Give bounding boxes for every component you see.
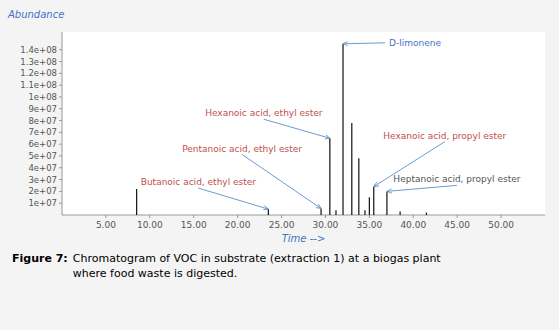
- peak: [386, 191, 387, 215]
- y-tick: [59, 73, 62, 74]
- y-tick-label: 1.4e+08: [20, 45, 57, 55]
- x-tick-label: 5.00: [96, 220, 116, 230]
- caption-text: where food waste is digested.: [73, 267, 238, 280]
- annotation: Pentanoic acid, ethyl ester: [182, 144, 302, 154]
- y-tick: [59, 155, 62, 156]
- x-tick: [413, 215, 414, 218]
- annotation-arrow: [387, 185, 457, 191]
- y-tick-label: 8e+07: [28, 116, 57, 126]
- caption-label: Figure 7:: [12, 252, 68, 265]
- y-tick-label: 1.3e+08: [20, 57, 57, 67]
- y-tick: [59, 132, 62, 133]
- x-tick-label: 15.00: [181, 220, 207, 230]
- x-tick: [193, 215, 194, 218]
- y-axis-label: Abundance: [7, 9, 64, 20]
- peak: [364, 210, 365, 215]
- annotation: Butanoic acid, ethyl ester: [141, 177, 257, 187]
- chart: 5.00 10.00 15.00 20.00 25.00 30.00 35.00 40.00 4…: [0, 0, 559, 330]
- x-axis-label: Time -->: [282, 233, 326, 244]
- y-tick-label: 4e+07: [28, 163, 57, 173]
- x-tick: [237, 215, 238, 218]
- peak: [136, 189, 137, 215]
- y-tick: [59, 108, 62, 109]
- annotation-arrow: [343, 43, 385, 44]
- y-tick: [59, 120, 62, 121]
- y-tick-label: 2e+07: [28, 186, 57, 196]
- peak: [400, 211, 401, 215]
- peak: [426, 213, 427, 215]
- y-tick: [59, 191, 62, 192]
- annotation: Hexanoic acid, propyl ester: [383, 131, 506, 141]
- y-tick: [59, 203, 62, 204]
- y-tick-label: 6e+07: [28, 139, 57, 149]
- x-tick: [281, 215, 282, 218]
- y-tick-label: 7e+07: [28, 127, 57, 137]
- x-tick-label: 30.00: [313, 220, 339, 230]
- y-tick-label: 1.2e+08: [20, 68, 57, 78]
- peak: [342, 44, 343, 215]
- peak: [358, 158, 359, 215]
- y-tick-label: 9e+07: [28, 104, 57, 114]
- y-tick: [59, 49, 62, 50]
- x-tick: [105, 215, 106, 218]
- caption-text: Chromatogram of VOC in substrate (extrac…: [73, 252, 442, 265]
- peak: [335, 210, 336, 215]
- annotation-arrow: [264, 119, 330, 138]
- x-tick-label: 25.00: [269, 220, 295, 230]
- y-tick-label: 1.1e+08: [20, 80, 57, 90]
- peak: [373, 187, 374, 215]
- annotation: Heptanoic acid, propyl ester: [393, 174, 520, 184]
- x-tick-label: 20.00: [225, 220, 251, 230]
- peak: [329, 138, 330, 215]
- annotation-arrow: [198, 188, 268, 209]
- peak: [320, 209, 321, 215]
- y-tick-label: 5e+07: [28, 151, 57, 161]
- x-tick-label: 10.00: [137, 220, 163, 230]
- peak: [268, 209, 269, 215]
- y-tick-label: 1e+07: [28, 198, 57, 208]
- x-tick: [369, 215, 370, 218]
- peak: [369, 197, 370, 215]
- x-axis: [62, 215, 545, 216]
- x-tick: [457, 215, 458, 218]
- x-tick-label: 45.00: [444, 220, 470, 230]
- y-tick-label: 3e+07: [28, 175, 57, 185]
- x-tick-label: 50.00: [488, 220, 514, 230]
- x-tick: [501, 215, 502, 218]
- plot-area: [62, 32, 545, 215]
- y-tick: [59, 144, 62, 145]
- peak: [351, 123, 352, 215]
- y-tick: [59, 167, 62, 168]
- y-tick: [59, 61, 62, 62]
- y-tick: [59, 179, 62, 180]
- y-axis: [62, 32, 63, 215]
- peaks: [137, 44, 427, 215]
- annotation: D-limonene: [389, 38, 441, 48]
- x-tick: [149, 215, 150, 218]
- x-tick-label: 35.00: [356, 220, 382, 230]
- y-tick-label: 1e+08: [28, 92, 57, 102]
- x-tick-label: 40.00: [400, 220, 426, 230]
- y-tick: [59, 85, 62, 86]
- annotation: Hexanoic acid, ethyl ester: [205, 108, 323, 118]
- y-tick: [59, 96, 62, 97]
- x-tick: [325, 215, 326, 218]
